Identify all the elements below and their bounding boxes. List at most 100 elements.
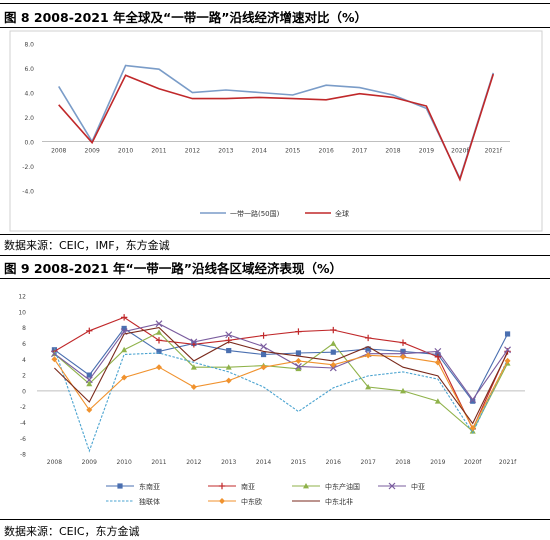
legend-label-1: 全球 bbox=[335, 209, 349, 218]
figure9-source: 数据来源：CEIC，东方金诚 bbox=[4, 525, 140, 538]
figure9-title-rule bbox=[0, 278, 550, 279]
series-3-point bbox=[504, 346, 511, 354]
y-tick-label: -4 bbox=[20, 420, 26, 427]
x-tick-label: 2012 bbox=[185, 148, 200, 155]
y-tick-label: 12 bbox=[18, 294, 26, 301]
series-2-point bbox=[190, 364, 197, 370]
y-tick-label: -4.0 bbox=[22, 189, 34, 196]
y-tick-label: 8.0 bbox=[24, 42, 34, 49]
series-5-point bbox=[51, 356, 58, 363]
x-tick-label: 2017 bbox=[361, 459, 376, 466]
y-tick-label: -2 bbox=[20, 404, 26, 411]
x-tick-label: 2021f bbox=[485, 148, 503, 155]
series-line-2 bbox=[54, 331, 509, 433]
series-1-point bbox=[364, 334, 372, 342]
x-tick-label: 2020f bbox=[451, 148, 469, 155]
legend-label-4: 独联体 bbox=[139, 497, 160, 506]
y-tick-label: 8 bbox=[22, 325, 26, 332]
series-2-point bbox=[156, 329, 162, 335]
series-2-point bbox=[330, 340, 337, 346]
series-0-point bbox=[470, 398, 476, 404]
series-5-point bbox=[400, 353, 406, 360]
x-tick-label: 2008 bbox=[47, 459, 62, 466]
x-tick-label: 2014 bbox=[256, 459, 271, 466]
x-tick-label: 2014 bbox=[252, 148, 267, 155]
series-3-point bbox=[399, 350, 407, 358]
series-1-point bbox=[120, 314, 128, 321]
legend-marker-3 bbox=[388, 482, 396, 490]
y-tick-label: 10 bbox=[18, 309, 26, 316]
series-2-point bbox=[225, 364, 232, 370]
legend-marker-1 bbox=[218, 482, 226, 490]
legend-label-6: 中东北非 bbox=[325, 497, 353, 506]
x-tick-label: 2020f bbox=[464, 459, 482, 466]
legend-label-2: 中东产油国 bbox=[325, 482, 360, 491]
figure9-title: 图 9 2008-2021 年“一带一路”沿线各区域经济表现（%） bbox=[4, 261, 342, 276]
figure8-top-rule bbox=[0, 3, 550, 4]
series-line-1 bbox=[54, 316, 509, 431]
legend-marker-0 bbox=[117, 483, 123, 489]
series-line-5 bbox=[53, 354, 509, 430]
series-3-point bbox=[51, 350, 58, 358]
series-1-point bbox=[86, 327, 93, 335]
figure8-title-rule bbox=[0, 27, 550, 28]
chart-border bbox=[9, 30, 543, 232]
series-1-point bbox=[399, 339, 407, 346]
y-tick-label: 0 bbox=[22, 388, 26, 395]
figure8-line-chart: 8.0 6.0 4.0 2.0 0.0 -2.0 -4.0 2008 2009 2010 2011 2… bbox=[9, 30, 543, 232]
x-tick-label: 2009 bbox=[82, 459, 97, 466]
series-5-point bbox=[86, 406, 93, 413]
y-tick-label: -8 bbox=[20, 452, 26, 459]
figure9-bottom-rule bbox=[0, 519, 550, 520]
series-1-point bbox=[434, 353, 442, 361]
series-0-point bbox=[121, 325, 127, 332]
series-5-point bbox=[156, 364, 162, 371]
series-3-point bbox=[85, 376, 93, 384]
x-tick-label: 2008 bbox=[51, 148, 66, 155]
series-5-point bbox=[469, 425, 476, 432]
series-2-point bbox=[400, 387, 406, 394]
legend-label-3: 中亚 bbox=[411, 482, 425, 491]
series-3-point bbox=[434, 347, 442, 355]
series-0-point bbox=[504, 331, 511, 337]
figure8-bottom-rule bbox=[0, 234, 550, 235]
series-5-point bbox=[295, 357, 302, 364]
series-5-point bbox=[260, 364, 267, 371]
series-5-point bbox=[330, 361, 337, 368]
legend-label-5: 中东欧 bbox=[241, 497, 262, 506]
series-5-point bbox=[225, 377, 232, 384]
series-3-point bbox=[155, 320, 163, 328]
series-0-point bbox=[295, 350, 302, 356]
y-tick-label: 0.0 bbox=[24, 140, 34, 147]
y-tick-label: 6 bbox=[22, 341, 26, 348]
series-3-point bbox=[225, 331, 233, 339]
series-0-point bbox=[260, 351, 267, 358]
series-1-point bbox=[295, 328, 302, 335]
series-3-point bbox=[295, 362, 302, 370]
series-3-point bbox=[469, 396, 477, 404]
series-1-point bbox=[260, 332, 267, 339]
series-3-point bbox=[190, 338, 198, 346]
y-tick-label: 4.0 bbox=[24, 91, 34, 98]
series-3-point bbox=[260, 343, 267, 351]
x-tick-label: 2019 bbox=[430, 459, 445, 466]
figure8-title: 图 8 2008-2021 年全球及“一带一路”沿线经济增速对比（%） bbox=[4, 10, 367, 25]
y-tick-label: 4 bbox=[22, 357, 26, 364]
x-tick-label: 2011 bbox=[151, 148, 166, 155]
series-2-point bbox=[365, 383, 372, 390]
series-line-6 bbox=[54, 327, 509, 425]
series-0-point bbox=[226, 347, 232, 354]
x-tick-label: 2013 bbox=[221, 459, 236, 466]
series-0-point bbox=[156, 348, 162, 354]
legend-label-1: 南亚 bbox=[241, 482, 255, 491]
legend-label-0: 一带一路(50国) bbox=[230, 209, 280, 218]
y-tick-label: -6 bbox=[20, 436, 26, 443]
legend-label-0: 东南亚 bbox=[139, 482, 160, 491]
legend-marker-2 bbox=[303, 483, 309, 489]
x-tick-label: 2019 bbox=[419, 148, 434, 155]
x-tick-label: 2018 bbox=[385, 148, 400, 155]
x-tick-label: 2018 bbox=[395, 459, 410, 466]
x-tick-label: 2010 bbox=[117, 459, 132, 466]
y-tick-label: 6.0 bbox=[24, 66, 34, 73]
series-0-point bbox=[86, 372, 92, 378]
